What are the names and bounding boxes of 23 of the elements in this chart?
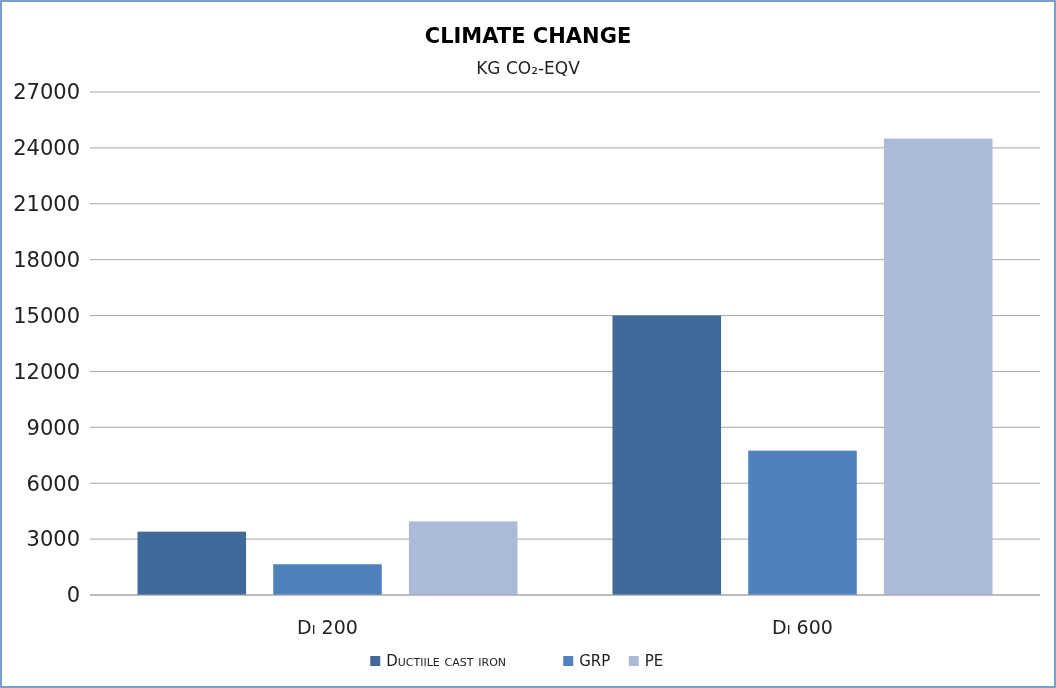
chart-subtitle: KG CO₂-EQV [476, 58, 581, 78]
bar [748, 450, 857, 595]
y-tick-label: 9000 [26, 415, 80, 440]
y-tick-label: 15000 [13, 303, 80, 328]
chart-title: CLIMATE CHANGE [424, 24, 632, 48]
legend-label: Ductiile cast iron [386, 652, 507, 671]
legend-label: PE [644, 652, 664, 671]
y-tick-label: 0 [66, 583, 80, 608]
y-tick-label: 3000 [26, 527, 80, 552]
y-tick-label: 6000 [26, 471, 80, 496]
y-tick-label: 24000 [13, 136, 80, 161]
y-tick-label: 12000 [13, 359, 80, 384]
bar [612, 315, 722, 595]
bar [137, 531, 247, 595]
x-tick-label: Di 200 [297, 616, 358, 638]
y-tick-label: 18000 [13, 248, 80, 273]
y-tick-label: 27000 [13, 80, 80, 105]
y-tick-label: 21000 [13, 192, 80, 217]
bar [883, 138, 993, 595]
x-tick-label: Di 600 [772, 616, 833, 638]
bar [408, 521, 518, 595]
legend-label: GRP [579, 652, 611, 671]
bar [273, 564, 382, 595]
